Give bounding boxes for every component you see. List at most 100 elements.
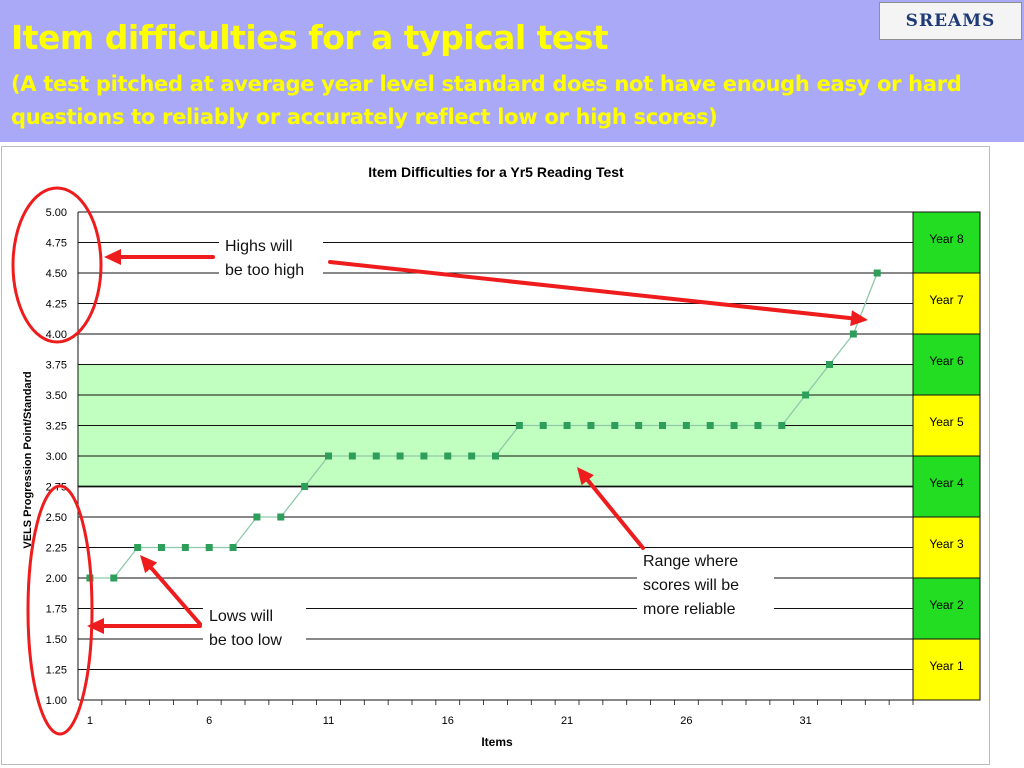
year-level-label-6: Year 6 xyxy=(929,354,964,368)
slide-header: Item difficulties for a typical test (A … xyxy=(0,0,1024,142)
x-tick-label-5: 26 xyxy=(680,715,692,727)
highs-arrow-right-head xyxy=(850,310,868,327)
data-point-15 xyxy=(420,452,428,460)
data-point-20 xyxy=(539,422,547,429)
range-arrow xyxy=(582,474,645,550)
data-point-21 xyxy=(563,422,571,429)
slide-subtitle: (A test pitched at average year level st… xyxy=(11,72,962,129)
data-point-10 xyxy=(301,483,309,490)
y-tick-label-16: 5.00 xyxy=(46,207,67,219)
data-point-32 xyxy=(826,361,833,368)
range-arrow-head xyxy=(577,467,594,486)
y-tick-label-10: 3.50 xyxy=(46,390,67,402)
lows-arrow-left-head xyxy=(87,618,104,634)
highs-ellipse xyxy=(11,186,103,344)
highs-annotation-bg xyxy=(219,235,323,289)
data-point-34 xyxy=(873,269,881,277)
data-point-27 xyxy=(706,422,714,429)
y-tick-label-11: 3.75 xyxy=(46,360,67,372)
year-level-label-4: Year 4 xyxy=(929,476,964,490)
lows-ellipse xyxy=(26,484,94,736)
lows-arrow-up-head xyxy=(140,555,158,574)
data-point-12 xyxy=(348,452,356,460)
data-point-18 xyxy=(492,452,499,460)
highs-annotation-line-0: Highs will xyxy=(225,238,293,255)
lows-annotation-bg xyxy=(203,605,306,659)
y-tick-label-15: 4.75 xyxy=(46,238,67,250)
data-point-8 xyxy=(253,513,261,521)
range-annotation-bg xyxy=(637,550,774,628)
data-point-4 xyxy=(158,544,165,551)
y-tick-label-8: 3.00 xyxy=(46,451,67,463)
sreams-logo: SREAMS xyxy=(879,2,1022,40)
data-point-17 xyxy=(468,452,476,460)
year-level-box-3 xyxy=(912,516,981,579)
y-tick-label-1: 1.25 xyxy=(46,665,67,677)
data-point-11 xyxy=(325,452,332,460)
data-point-22 xyxy=(587,422,595,429)
series-line-0 xyxy=(89,272,878,579)
data-point-25 xyxy=(659,422,666,429)
highs-arrow-left-head xyxy=(104,249,121,265)
year-level-box-8 xyxy=(912,211,981,274)
year-level-label-2: Year 2 xyxy=(929,598,964,612)
year-level-box-5 xyxy=(912,394,981,457)
data-point-2 xyxy=(110,574,118,582)
year-level-label-1: Year 1 xyxy=(929,659,964,673)
chart-frame xyxy=(1,146,990,765)
data-point-16 xyxy=(444,452,452,460)
chart-title: Item Difficulties for a Yr5 Reading Test xyxy=(368,164,624,180)
x-tick-label-3: 16 xyxy=(442,715,454,727)
y-axis-label: VELS Progression Point/Standard xyxy=(22,371,34,548)
y-tick-label-6: 2.50 xyxy=(46,512,67,524)
year-level-label-5: Year 5 xyxy=(929,415,964,429)
data-point-33 xyxy=(849,330,857,338)
lows-annotation-line-0: Lows will xyxy=(209,608,273,625)
x-tick-label-4: 21 xyxy=(561,715,573,727)
data-point-30 xyxy=(778,422,786,429)
y-tick-label-2: 1.50 xyxy=(46,634,67,646)
range-annotation-line-2: more reliable xyxy=(643,601,736,618)
y-tick-label-13: 4.25 xyxy=(46,299,67,311)
data-point-31 xyxy=(802,391,810,399)
x-tick-label-2: 11 xyxy=(323,715,334,727)
data-point-23 xyxy=(611,422,619,429)
data-point-26 xyxy=(682,422,690,429)
y-tick-label-12: 4.00 xyxy=(46,329,67,341)
data-point-24 xyxy=(635,422,643,429)
lows-arrow-up xyxy=(145,562,202,626)
data-point-13 xyxy=(372,452,380,460)
y-tick-label-14: 4.50 xyxy=(46,268,67,280)
x-tick-label-0: 1 xyxy=(87,715,93,727)
year-level-label-3: Year 3 xyxy=(929,537,964,551)
lows-annotation-line-1: be too low xyxy=(209,632,282,649)
x-tick-label-1: 6 xyxy=(206,715,212,727)
data-point-9 xyxy=(277,513,285,521)
year-level-box-1 xyxy=(912,638,981,701)
x-axis-label: Items xyxy=(481,735,513,749)
x-tick-label-6: 31 xyxy=(800,715,812,727)
year-level-label-7: Year 7 xyxy=(929,293,964,307)
year-level-box-2 xyxy=(912,577,981,640)
data-point-7 xyxy=(229,544,237,551)
data-point-19 xyxy=(515,422,523,429)
data-point-29 xyxy=(754,422,762,429)
range-annotation-line-1: scores will be xyxy=(643,577,739,594)
range-annotation-line-0: Range where xyxy=(643,553,738,570)
highs-arrow-right xyxy=(328,260,859,321)
y-tick-label-0: 1.00 xyxy=(46,695,67,707)
data-point-5 xyxy=(181,544,189,551)
slide-title: Item difficulties for a typical test xyxy=(11,18,609,57)
year-level-box-7 xyxy=(912,272,981,335)
data-point-3 xyxy=(134,544,142,551)
data-point-14 xyxy=(396,452,404,460)
y-tick-label-3: 1.75 xyxy=(46,604,67,616)
y-tick-label-5: 2.25 xyxy=(46,543,67,555)
y-tick-label-4: 2.00 xyxy=(46,573,67,585)
data-point-6 xyxy=(205,544,213,551)
data-point-28 xyxy=(730,422,738,429)
y-tick-label-9: 3.25 xyxy=(46,421,67,433)
year-level-label-8: Year 8 xyxy=(929,232,964,246)
highs-annotation-line-1: be too high xyxy=(225,262,304,279)
